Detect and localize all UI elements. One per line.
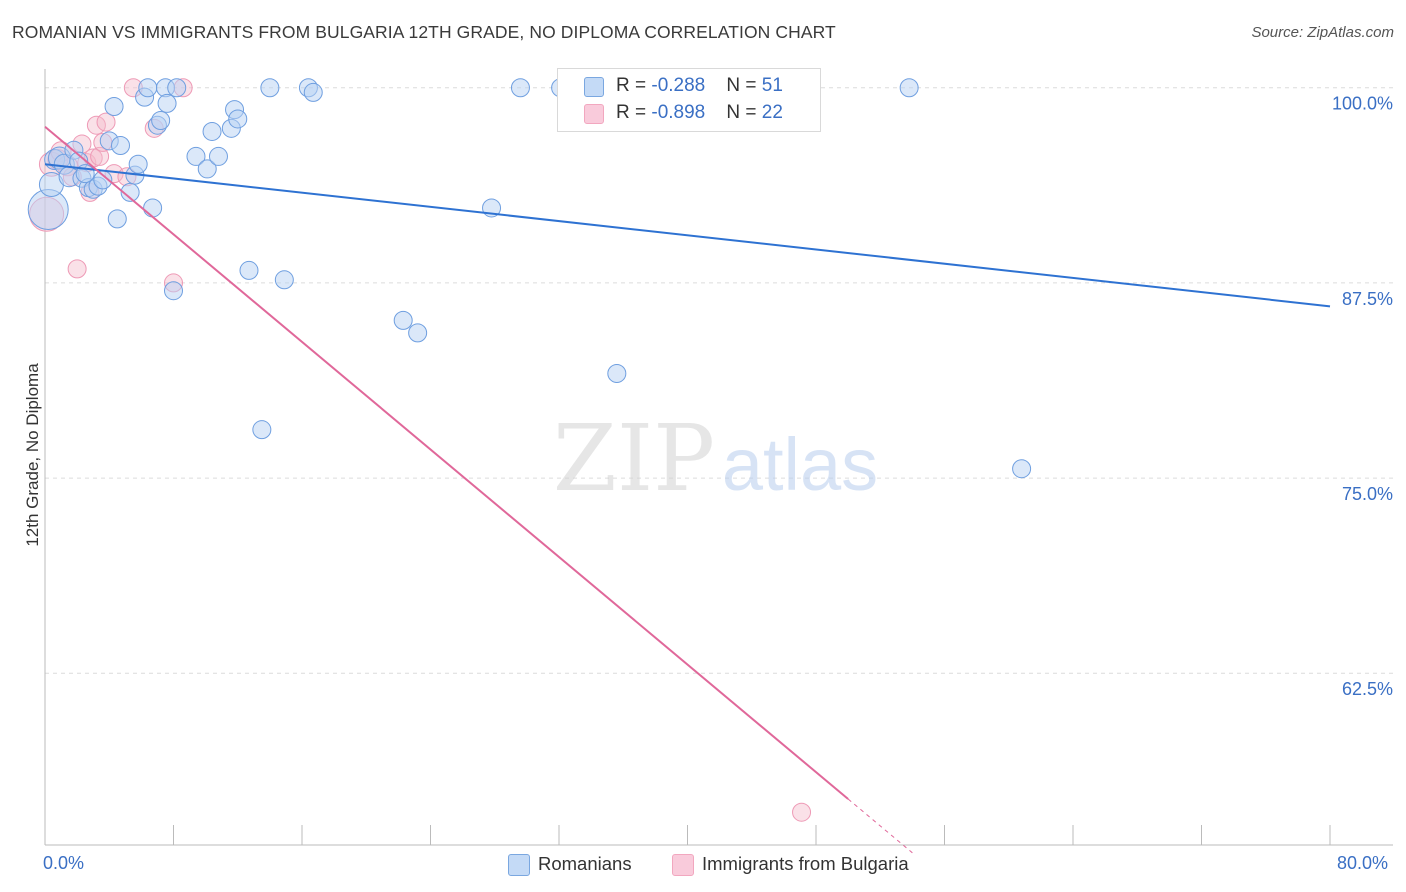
r-label: R = bbox=[616, 102, 652, 123]
data-point-bulgaria bbox=[792, 802, 812, 822]
bottom-legend-label-bulgaria: Immigrants from Bulgaria bbox=[702, 853, 909, 874]
bottom-legend-label-romanians: Romanians bbox=[538, 853, 632, 874]
data-point-romanians bbox=[274, 270, 294, 290]
data-point-romanians bbox=[607, 363, 627, 383]
data-point-romanians bbox=[128, 154, 148, 174]
data-point-romanians bbox=[303, 82, 323, 102]
trend-line-bulgaria bbox=[44, 126, 849, 800]
data-point-romanians bbox=[186, 146, 206, 166]
data-point-romanians bbox=[208, 146, 228, 166]
n-value: 51 bbox=[761, 75, 783, 96]
data-point-romanians bbox=[164, 281, 183, 301]
y-tick-label: 62.5% bbox=[1342, 679, 1393, 699]
n-value: 22 bbox=[761, 102, 783, 123]
data-point-romanians bbox=[120, 182, 140, 202]
legend-swatch-romanians bbox=[584, 77, 604, 97]
trend-line-romanians bbox=[44, 163, 1331, 308]
data-point-romanians bbox=[104, 96, 124, 116]
y-tick-label: 100.0% bbox=[1332, 94, 1393, 114]
chart-title: ROMANIAN VS IMMIGRANTS FROM BULGARIA 12T… bbox=[12, 22, 836, 42]
data-point-romanians bbox=[167, 78, 187, 98]
grid-lines bbox=[45, 87, 1393, 674]
data-point-romanians bbox=[151, 111, 171, 131]
y-tick-labels: 100.0% 87.5% 75.0% 62.5% bbox=[1332, 94, 1393, 700]
data-point-romanians bbox=[408, 323, 428, 343]
data-point-romanians bbox=[252, 420, 272, 440]
watermark-zip: ZIP bbox=[553, 405, 715, 512]
data-point-romanians bbox=[138, 78, 158, 98]
data-point-romanians bbox=[260, 78, 280, 98]
n-label: N = bbox=[726, 102, 762, 123]
legend-box: R = -0.288 N = 51 R = -0.898 N = 22 bbox=[557, 68, 821, 132]
data-point-romanians bbox=[899, 78, 919, 98]
r-value: -0.288 bbox=[651, 75, 706, 96]
data-point-romanians bbox=[157, 93, 177, 113]
legend-stats-bulgaria: R = -0.898 N = 22 bbox=[616, 102, 783, 124]
data-point-romanians bbox=[107, 209, 127, 229]
y-tick-label: 87.5% bbox=[1342, 289, 1393, 309]
data-point-romanians bbox=[202, 121, 222, 141]
data-point-romanians bbox=[228, 109, 248, 129]
trend-lines bbox=[44, 126, 1331, 854]
data-point-romanians bbox=[393, 310, 413, 330]
data-point-bulgaria bbox=[67, 259, 87, 279]
y-axis-label: 12th Grade, No Diploma bbox=[23, 363, 42, 547]
data-point-romanians bbox=[143, 198, 163, 218]
source-label: Source: ZipAtlas.com bbox=[1251, 24, 1394, 41]
bottom-legend-swatch-romanians bbox=[508, 854, 530, 876]
data-point-romanians bbox=[197, 159, 217, 179]
bottom-legend-swatch-bulgaria bbox=[672, 854, 694, 876]
data-point-romanians bbox=[510, 78, 530, 98]
x-tick-label-min: 0.0% bbox=[43, 853, 85, 873]
legend-swatch-bulgaria bbox=[584, 104, 604, 124]
n-label: N = bbox=[726, 75, 762, 96]
data-point-romanians bbox=[110, 136, 130, 156]
y-tick-label: 75.0% bbox=[1342, 484, 1393, 504]
watermark-atlas: atlas bbox=[722, 423, 878, 506]
data-point-bulgaria bbox=[96, 112, 116, 132]
data-point-romanians bbox=[1012, 459, 1032, 479]
legend-stats-romanians: R = -0.288 N = 51 bbox=[616, 75, 783, 97]
trend-line-bulgaria-extension bbox=[847, 798, 913, 854]
series-romanians-points bbox=[27, 78, 1032, 479]
axes bbox=[44, 69, 1393, 846]
data-point-bulgaria bbox=[90, 146, 110, 166]
x-tick-label-max: 80.0% bbox=[1337, 853, 1389, 873]
data-point-romanians bbox=[239, 260, 259, 280]
r-value: -0.898 bbox=[651, 102, 706, 123]
r-label: R = bbox=[616, 75, 652, 96]
